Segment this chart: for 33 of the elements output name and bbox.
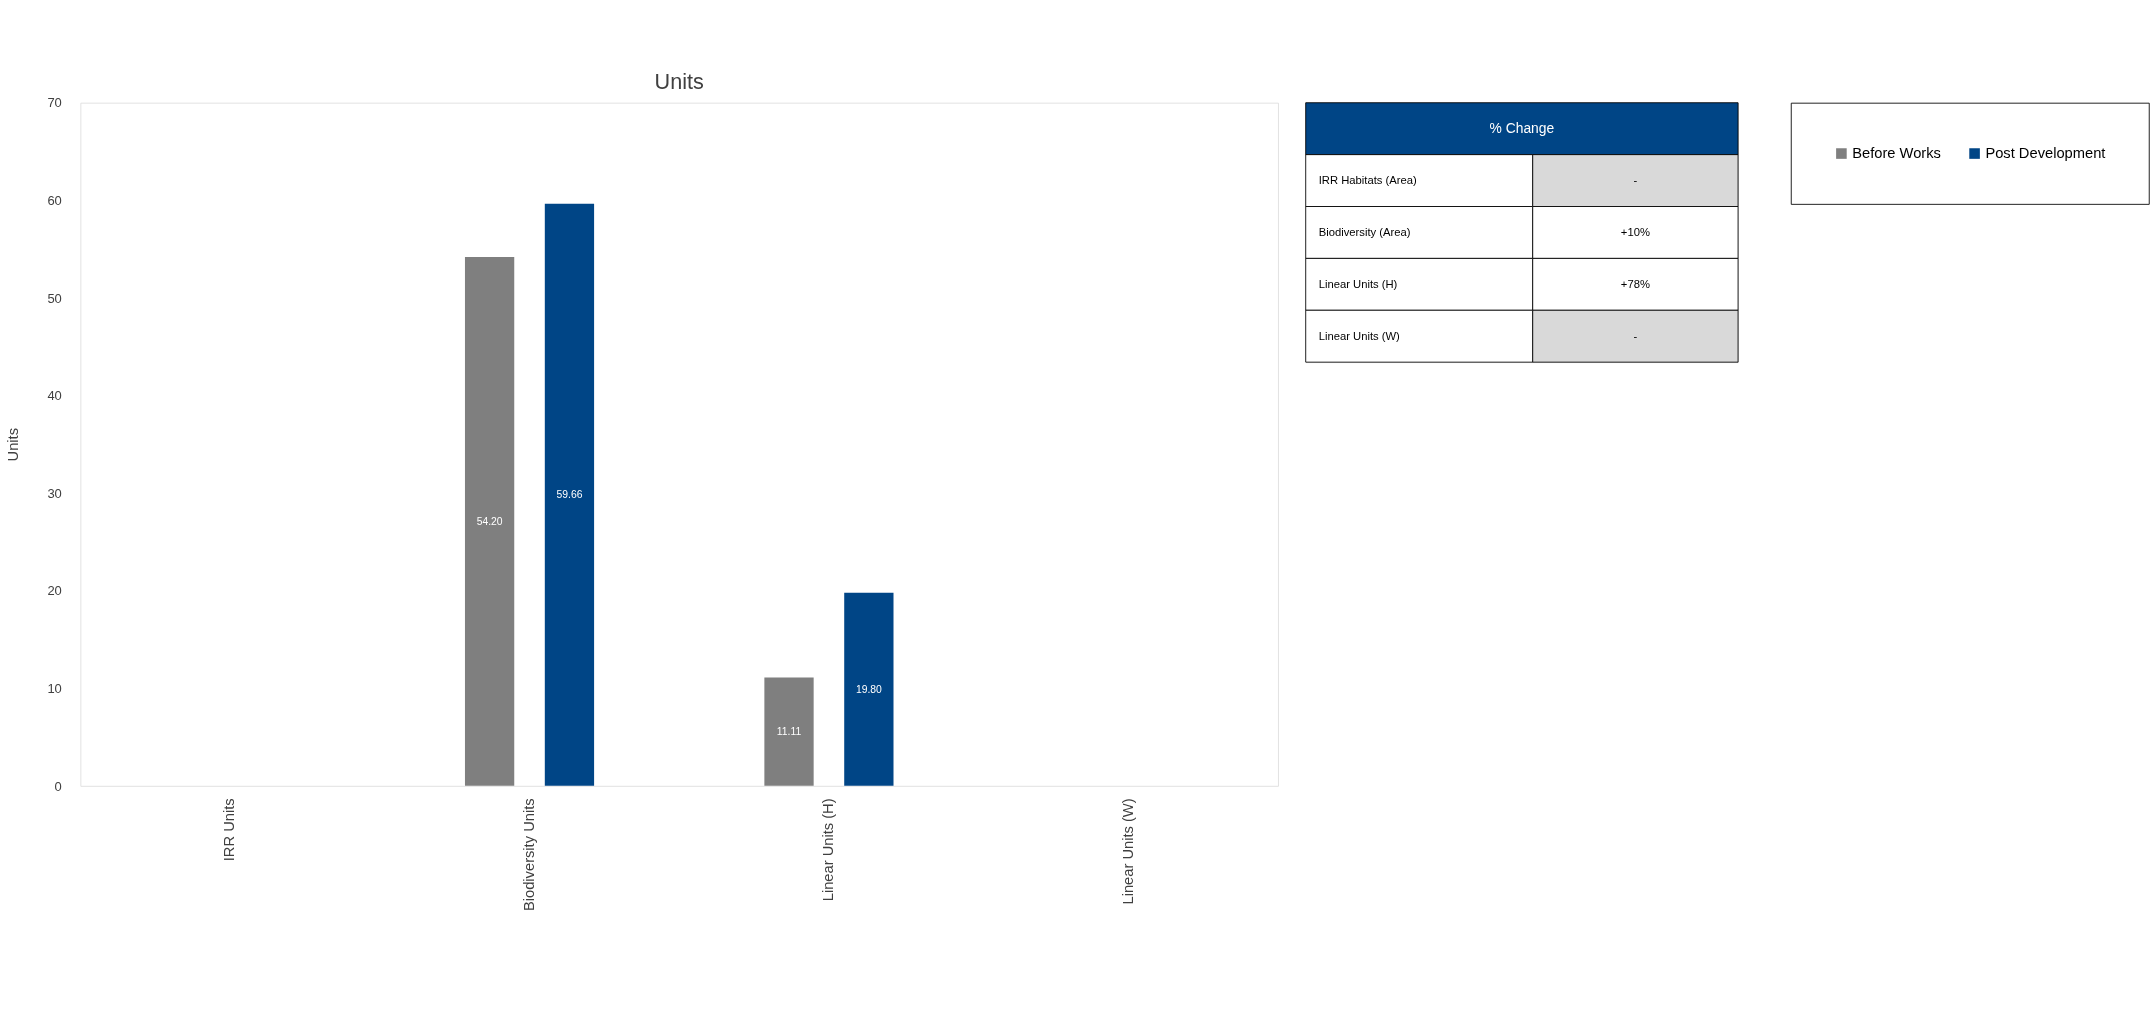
x-tick-label: Linear Units (W) [1119,798,1136,905]
text: % Change [1489,120,1555,137]
y-tick-label: 40 [47,388,62,404]
data-label: 59.66 [556,489,583,501]
text: Linear Units (W) [1318,329,1401,342]
bar [464,256,515,786]
y-tick-label: 10 [47,681,62,697]
data-label: 19.80 [855,683,883,695]
bar [844,592,894,786]
text: IRR Habitats (Area) [1318,174,1417,187]
y-tick-label: 20 [47,583,62,599]
bar [764,677,814,786]
x-tick-label: IRR Units [221,798,238,862]
legend-label: Post Development [1985,144,2106,161]
text: Biodiversity (Area) [1318,225,1411,238]
legend-label: Before Works [1852,144,1941,161]
y-tick-label: 70 [47,95,62,111]
y-tick-label: 60 [47,193,62,209]
text: - [1633,329,1638,342]
data-label: 11.11 [776,726,802,738]
text: - [1633,174,1638,187]
text: +78% [1620,277,1650,290]
text: +10% [1620,225,1650,238]
chart-title: Units [654,68,705,94]
x-tick-label: Linear Units (H) [820,798,837,902]
data-label: 54.20 [476,515,503,527]
x-tick-label: Biodiversity Units [520,798,537,912]
text: Linear Units (H) [1318,277,1398,290]
y-tick-label: 0 [54,778,62,794]
y-tick-label: 50 [47,290,62,306]
y-axis-title: Units [5,428,21,462]
y-tick-label: 30 [47,485,62,501]
bar [544,203,595,786]
